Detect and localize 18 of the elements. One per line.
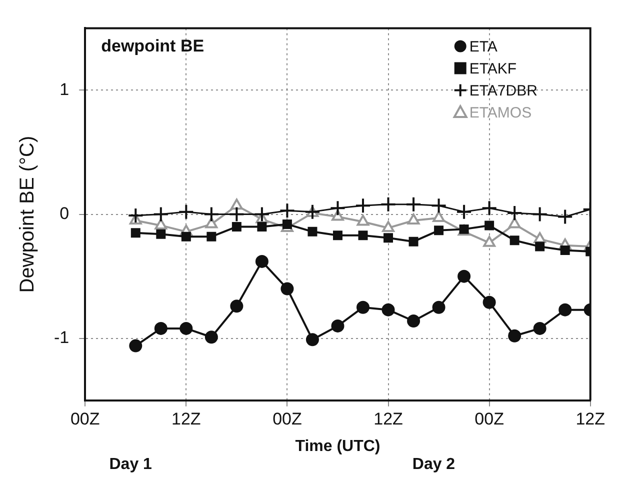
y-axis-title: Dewpoint BE (°C) [16, 136, 39, 293]
legend-label: ETA [469, 38, 498, 56]
y-tick-label: -1 [54, 328, 70, 348]
text: Day 1 [109, 456, 152, 473]
y-tick-label: 1 [60, 80, 70, 99]
x-tick-label: 12Z [576, 409, 605, 428]
x-tick-label: 00Z [474, 409, 504, 428]
x-tick-label: 00Z [272, 409, 302, 428]
x-axis-title: Time (UTC) [295, 438, 380, 455]
legend-label: ETA7DBR [469, 82, 538, 100]
text: dewpoint BE [101, 36, 204, 56]
x-tick-label: 12Z [172, 409, 201, 428]
y-tick-label: 0 [60, 204, 70, 223]
x-tick-label: 00Z [70, 409, 100, 428]
x-tick-label: 12Z [374, 409, 403, 428]
legend-label: ETAMOS [469, 104, 532, 122]
legend-label: ETAKF [469, 60, 517, 78]
text: Day 2 [412, 456, 456, 473]
